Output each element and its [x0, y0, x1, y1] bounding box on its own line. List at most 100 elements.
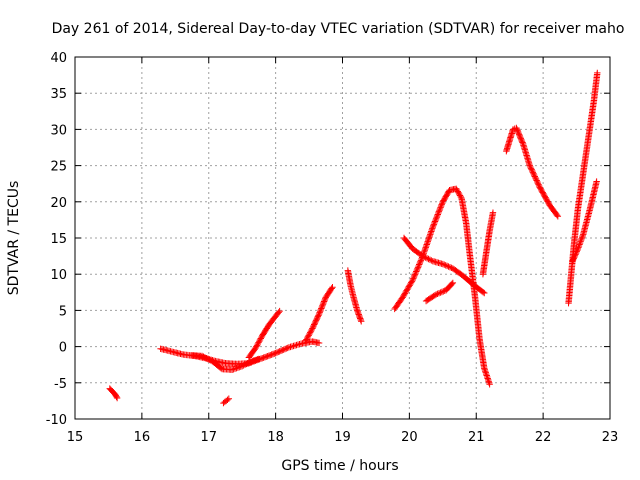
data-point — [430, 221, 438, 228]
data-point — [456, 192, 464, 199]
data-point — [261, 353, 269, 361]
data-point — [576, 239, 584, 247]
data-point — [206, 356, 213, 363]
data-point — [486, 381, 493, 388]
data-point — [319, 302, 326, 309]
data-point — [457, 193, 464, 201]
data-point — [423, 242, 430, 250]
data-point — [272, 349, 279, 357]
data-point — [231, 365, 239, 372]
data-point — [427, 229, 434, 237]
data-point — [578, 235, 585, 242]
y-tick-label: -5 — [54, 377, 67, 392]
data-point — [554, 213, 562, 220]
data-point — [571, 253, 578, 261]
data-point — [256, 336, 264, 344]
data-point — [526, 162, 533, 169]
data-point — [307, 328, 315, 335]
data-point — [425, 235, 432, 242]
data-point — [328, 285, 335, 292]
data-point — [402, 288, 409, 296]
data-point — [439, 200, 446, 207]
data-point — [356, 312, 363, 320]
y-tick-label: 20 — [50, 196, 67, 211]
data-point — [427, 231, 434, 238]
data-point — [424, 239, 431, 247]
data-point — [411, 271, 419, 278]
data-point — [303, 336, 310, 343]
data-point — [433, 214, 440, 221]
data-point — [426, 234, 433, 241]
data-point — [441, 261, 448, 268]
data-point — [204, 355, 211, 363]
data-point — [574, 247, 581, 254]
data-point — [435, 209, 442, 217]
data-segment — [220, 395, 233, 407]
data-segment — [344, 267, 365, 325]
data-point — [422, 244, 429, 251]
data-point — [317, 308, 324, 315]
data-point — [434, 211, 441, 218]
data-point — [318, 305, 325, 312]
data-point — [513, 126, 521, 133]
data-point — [532, 174, 539, 182]
data-point — [594, 69, 601, 77]
y-tick-label: 5 — [59, 304, 67, 319]
data-point — [530, 171, 538, 179]
x-tick-label: 15 — [67, 430, 84, 445]
data-point — [252, 344, 259, 352]
data-point — [575, 242, 583, 250]
data-point — [283, 345, 290, 352]
data-point — [593, 178, 600, 185]
data-point — [529, 169, 537, 176]
data-point — [113, 394, 121, 402]
data-point — [407, 280, 414, 288]
data-point — [401, 291, 408, 298]
data-segment — [157, 338, 323, 368]
data-point — [281, 345, 289, 353]
data-point — [576, 241, 583, 248]
data-point — [228, 366, 236, 373]
data-point — [528, 166, 535, 173]
data-point — [443, 262, 451, 270]
data-point — [414, 264, 422, 271]
data-point — [432, 216, 439, 224]
data-point — [400, 292, 407, 300]
data-point — [318, 303, 326, 311]
x-tick-label: 16 — [134, 430, 151, 445]
data-point — [432, 215, 440, 222]
data-point — [518, 138, 526, 145]
data-point — [354, 307, 361, 314]
data-point — [315, 339, 323, 347]
data-point — [448, 280, 456, 288]
data-point — [429, 225, 436, 232]
y-tick-label: 40 — [50, 51, 67, 66]
data-point — [449, 279, 457, 287]
y-axis-title: SDTVAR / TECUs — [6, 181, 22, 296]
data-point — [516, 132, 523, 140]
data-point — [430, 222, 437, 229]
data-point — [240, 362, 247, 369]
data-point — [247, 358, 254, 366]
data-point — [269, 350, 277, 358]
data-segment — [503, 124, 562, 220]
data-point — [571, 252, 579, 259]
data-point — [553, 211, 561, 219]
data-point — [275, 348, 282, 356]
data-point — [273, 349, 281, 356]
y-tick-label: 10 — [50, 268, 67, 283]
data-point — [432, 291, 440, 298]
data-point — [271, 350, 278, 357]
data-point — [256, 338, 263, 345]
data-point — [404, 284, 412, 292]
x-tick-label: 22 — [535, 430, 552, 445]
data-point — [425, 236, 432, 244]
x-tick-label: 21 — [468, 430, 485, 445]
data-point — [529, 167, 536, 175]
data-point — [276, 307, 283, 315]
plot-frame — [74, 56, 611, 420]
data-point — [429, 223, 436, 231]
data-point — [357, 315, 364, 322]
data-point — [519, 139, 526, 146]
